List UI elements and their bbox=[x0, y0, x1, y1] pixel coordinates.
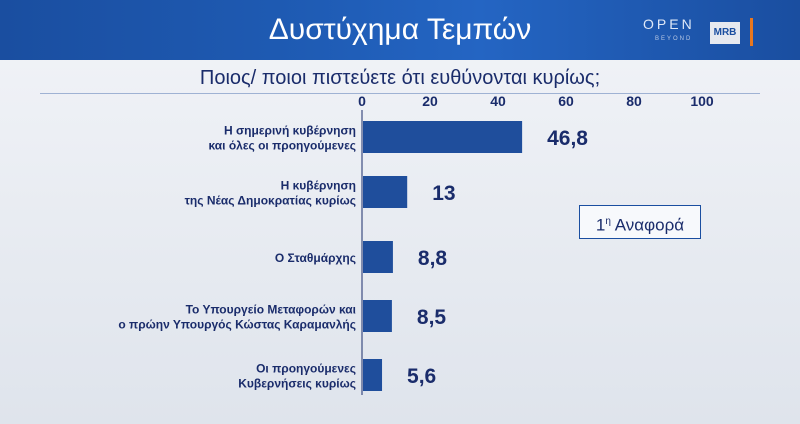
category-label: ο πρώην Υπουργός Κώστας Καραμανλής bbox=[118, 318, 356, 332]
survey-question: Ποιος/ ποιοι πιστεύετε ότι ευθύνονται κυ… bbox=[199, 67, 601, 89]
category-label: Η κυβέρνηση bbox=[281, 179, 356, 193]
category-label: Κυβερνήσεις κυρίως bbox=[238, 377, 356, 391]
orange-accent-bar bbox=[750, 18, 753, 46]
header-bar bbox=[0, 0, 800, 60]
x-tick-label: 40 bbox=[490, 93, 506, 109]
x-tick-label: 60 bbox=[558, 93, 574, 109]
x-tick-label: 0 bbox=[358, 93, 366, 109]
mrb-logo: MRB bbox=[710, 22, 740, 44]
note-superscript: η bbox=[605, 216, 611, 227]
beyond-logo-text: BEYOND bbox=[655, 36, 693, 42]
question-underline bbox=[40, 93, 760, 94]
note-number: 1 bbox=[595, 215, 606, 235]
bar bbox=[363, 121, 523, 153]
bar bbox=[363, 359, 383, 391]
bar bbox=[363, 176, 408, 208]
page-title: Δυστύχημα Τεμπών bbox=[268, 13, 532, 46]
data-label: 8,5 bbox=[417, 306, 447, 329]
data-label: 46,8 bbox=[547, 127, 588, 150]
category-label: της Νέας Δημοκρατίας κυρίως bbox=[185, 194, 356, 208]
first-mention-note: 1η Αναφορά bbox=[579, 205, 701, 239]
x-tick-label: 20 bbox=[422, 93, 438, 109]
x-tick-label: 80 bbox=[626, 93, 642, 109]
note-text: Αναφορά bbox=[614, 215, 685, 235]
category-label: Ο Σταθμάρχης bbox=[275, 251, 356, 265]
data-label: 13 bbox=[432, 182, 455, 205]
open-logo: OPEN bbox=[643, 16, 695, 32]
bar bbox=[363, 241, 393, 273]
category-label: Οι προηγούμενες bbox=[256, 362, 356, 376]
data-label: 8,8 bbox=[418, 247, 448, 270]
category-label: και όλες οι προηγούμενες bbox=[208, 139, 356, 153]
category-label: Το Υπουργείο Μεταφορών και bbox=[186, 303, 356, 317]
bar bbox=[363, 300, 392, 332]
data-label: 5,6 bbox=[407, 365, 436, 388]
x-tick-label: 100 bbox=[690, 93, 714, 109]
category-label: Η σημερινή κυβέρνηση bbox=[224, 124, 356, 138]
